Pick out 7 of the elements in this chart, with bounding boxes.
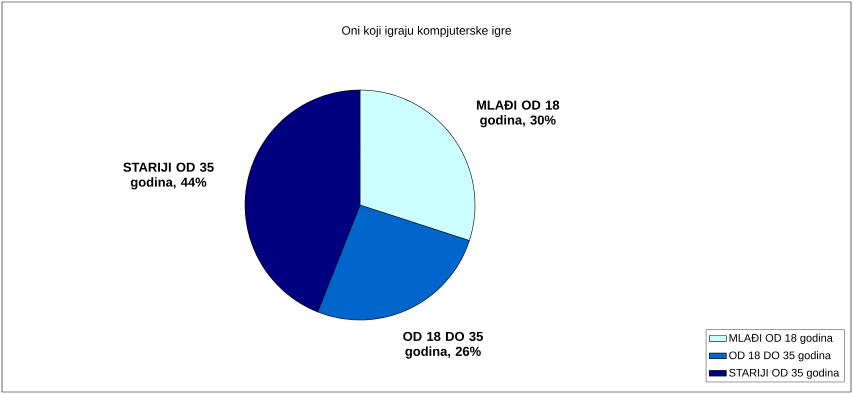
data-label: STARIJI OD 35 godina, 44%	[123, 162, 214, 190]
data-label: OD 18 DO 35 godina, 26%	[403, 332, 483, 359]
chart-title: Oni koji igraju kompjuterske igre	[342, 26, 511, 38]
legend-label: MLAĐI OD 18 godina	[730, 334, 833, 344]
data-label: MLAĐI OD 18 godina, 30%	[476, 100, 560, 128]
legend-label: OD 18 DO 35 godina	[729, 351, 831, 362]
legend-label: STARIJI OD 35 godina	[729, 368, 840, 379]
